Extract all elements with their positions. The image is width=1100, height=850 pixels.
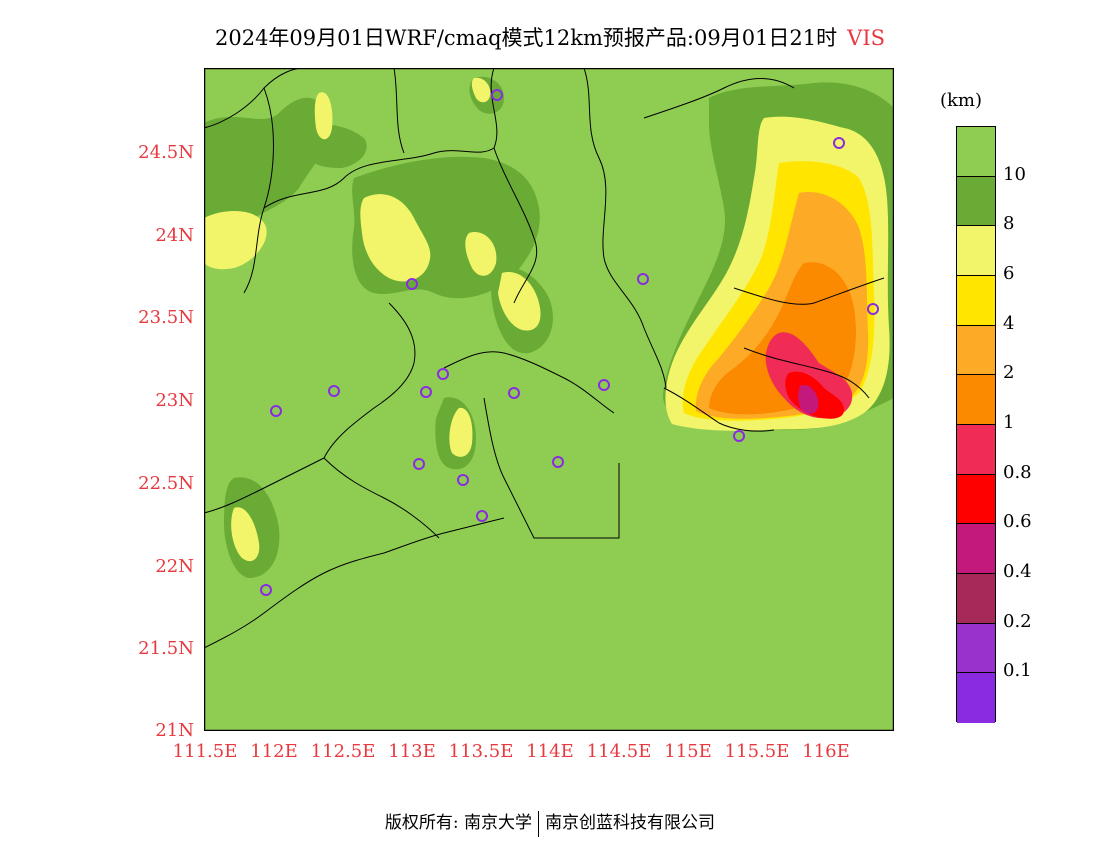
station-marker — [413, 458, 425, 470]
legend-swatch — [957, 673, 995, 723]
lon-label-114-5e: 114.5E — [586, 741, 652, 762]
footer-right: 南京创蓝科技有限公司 — [545, 813, 716, 833]
legend-label: 6 — [1003, 263, 1015, 284]
station-marker — [457, 474, 469, 486]
chart-title: 2024年09月01日WRF/cmaq模式12km预报产品:09月01日21时 V… — [0, 22, 1100, 52]
admin-boundaries — [203, 67, 885, 649]
lon-label-113-5e: 113.5E — [448, 741, 514, 762]
legend-label: 1 — [1003, 412, 1015, 433]
vis-zone-04-06km — [798, 384, 819, 414]
legend-label: 10 — [1003, 163, 1026, 185]
legend-label: 2 — [1003, 362, 1015, 384]
station-marker — [328, 385, 340, 397]
legend-swatch — [957, 524, 995, 574]
lat-label-23n: 23N — [155, 390, 194, 411]
footer-separator — [538, 810, 540, 837]
copyright-footer: 版权所有: 南京大学 南京创蓝科技有限公司 — [0, 808, 1100, 837]
legend-swatch — [957, 375, 995, 425]
station-marker — [260, 584, 272, 596]
legend-label: 0.8 — [1003, 461, 1032, 483]
lat-label-23-5n: 23.5N — [138, 307, 194, 328]
station-marker — [637, 273, 649, 285]
map-plot-area — [203, 67, 895, 732]
legend-label: 0.6 — [1003, 511, 1032, 533]
legend-label: 4 — [1003, 312, 1015, 334]
station-marker — [552, 456, 564, 468]
station-marker — [833, 137, 845, 149]
legend-swatch — [957, 176, 995, 227]
lon-label-112e: 112E — [250, 741, 298, 762]
station-marker — [420, 386, 432, 398]
legend-label: 0.2 — [1003, 610, 1032, 632]
station-marker — [508, 387, 520, 399]
legend-swatch — [957, 474, 995, 525]
lon-label-112-5e: 112.5E — [310, 741, 376, 762]
lon-label-115-5e: 115.5E — [724, 741, 790, 762]
lon-label-116e: 116E — [802, 741, 850, 762]
visibility-map — [203, 67, 895, 732]
lat-label-21-5n: 21.5N — [138, 638, 194, 659]
station-marker — [270, 405, 282, 417]
legend-swatch — [957, 424, 995, 475]
legend-label: 8 — [1003, 213, 1015, 235]
legend-swatch — [957, 226, 995, 276]
legend-unit: (km) — [940, 90, 983, 111]
lat-label-22n: 22N — [155, 556, 194, 577]
legend-label: 0.4 — [1003, 561, 1032, 582]
station-marker — [598, 379, 610, 391]
legend-colorbar — [956, 126, 996, 723]
legend-swatch — [957, 325, 995, 376]
station-marker — [491, 89, 503, 101]
legend-swatch — [957, 275, 995, 326]
lon-label-113e: 113E — [388, 741, 436, 762]
lat-label-21n: 21N — [155, 720, 194, 741]
lat-label-24n: 24N — [155, 225, 194, 246]
lon-label-111-5e: 111.5E — [172, 741, 238, 762]
station-markers — [260, 89, 879, 596]
title-main: 2024年09月01日WRF/cmaq模式12km预报产品:09月01日21时 — [214, 26, 838, 50]
station-marker — [476, 510, 488, 522]
lat-label-24-5n: 24.5N — [138, 142, 194, 163]
legend-swatch — [957, 127, 995, 177]
station-marker — [437, 368, 449, 380]
legend-swatch — [957, 623, 995, 674]
legend-swatch — [957, 573, 995, 624]
map-border — [203, 67, 895, 732]
station-marker — [733, 430, 745, 442]
lon-label-114e: 114E — [526, 741, 574, 762]
footer-left: 版权所有: 南京大学 — [384, 813, 533, 833]
legend-label: 0.1 — [1003, 660, 1032, 682]
station-marker — [406, 278, 418, 290]
lon-label-115e: 115E — [664, 741, 712, 762]
title-variable: VIS — [847, 26, 886, 50]
lat-label-22-5n: 22.5N — [138, 473, 194, 494]
station-marker — [867, 303, 879, 315]
